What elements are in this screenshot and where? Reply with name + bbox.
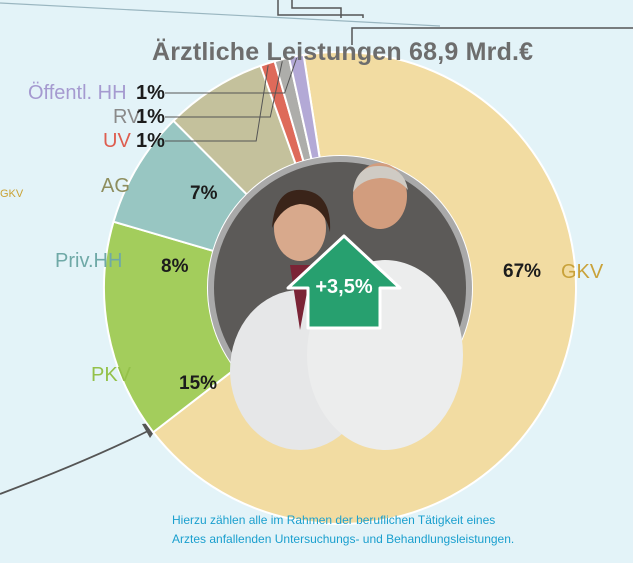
background-divider-line (0, 2, 441, 27)
growth-arrow-shape (286, 234, 402, 330)
footnote-line-1: Hierzu zählen alle im Rahmen der berufli… (172, 513, 496, 527)
footnote: Hierzu zählen alle im Rahmen der berufli… (172, 511, 552, 549)
label-gkv: GKV (561, 261, 604, 283)
connector-lines-top (277, 0, 633, 45)
leader-rv (165, 61, 283, 118)
label-priv-hh: Priv.HH (55, 250, 123, 272)
value-gkv: 67% (503, 261, 542, 282)
value-priv-hh: 8% (161, 256, 189, 277)
leader-lines (165, 57, 298, 142)
label-pkv: PKV (91, 364, 132, 386)
label-rv: RV (113, 106, 141, 128)
value-ag: 7% (190, 183, 218, 204)
leader-öffentl-hh (165, 57, 298, 94)
value-uv: 1% (136, 130, 165, 152)
chart-title: Ärztliche Leistungen 68,9 Mrd.€ (152, 38, 534, 66)
curved-arrow (0, 422, 161, 495)
value-oeffentl-hh: 1% (136, 82, 165, 104)
leader-uv (165, 65, 269, 142)
label-uv: UV (103, 130, 131, 152)
label-ag: AG (101, 175, 130, 197)
cropped-edge-label: GKV (0, 188, 24, 200)
footnote-line-2: Arztes anfallenden Untersuchungs- und Be… (172, 532, 515, 546)
growth-annotation: +3,5% (315, 276, 373, 298)
value-rv: 1% (136, 106, 165, 128)
value-pkv: 15% (179, 373, 218, 394)
label-oeffentl-hh: Öffentl. HH (28, 82, 127, 104)
